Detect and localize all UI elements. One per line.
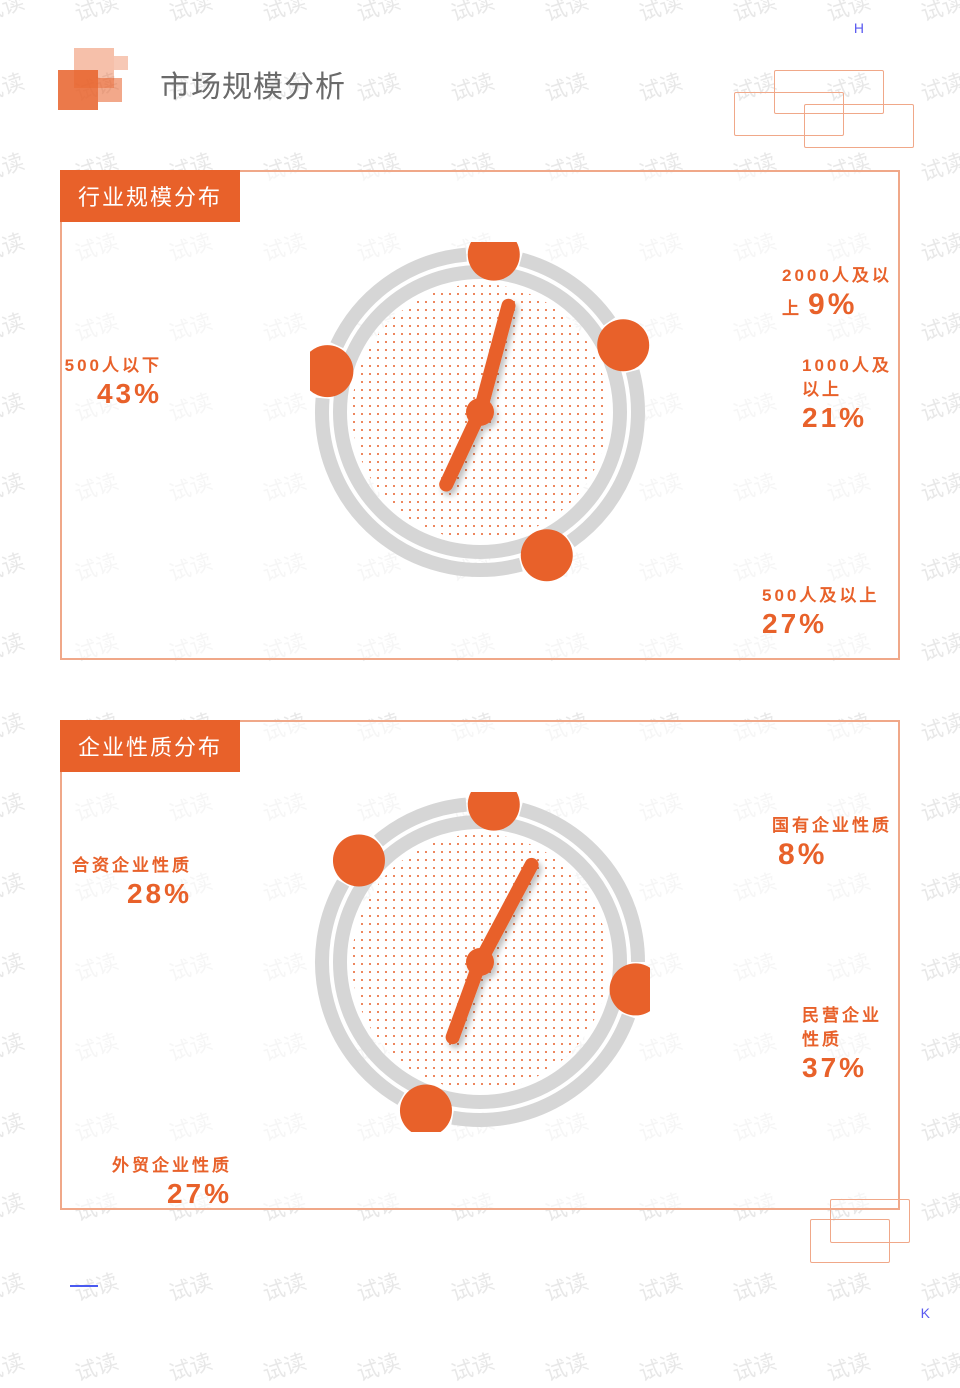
corner-top: H [854, 20, 864, 36]
chart-data-label: 500人以下43 [2, 354, 162, 410]
data-label-percent: 8 [778, 838, 827, 871]
chart-data-label: 民营企业性质37 [802, 1004, 898, 1084]
chart-data-label: 外贸企业性质27 [72, 1154, 232, 1210]
data-label-percent: 37 [802, 1052, 898, 1084]
clock-chart-1 [310, 242, 650, 582]
data-label-percent: 9 [808, 288, 857, 321]
chart-data-label: 2000人及以上9 [782, 264, 898, 322]
clock-chart-2 [310, 792, 650, 1132]
data-label-name: 1000人及以上 [802, 354, 898, 402]
footer-rects-icon [810, 1199, 920, 1269]
chart-data-label: 500人及以上27 [762, 584, 879, 640]
page-title: 市场规模分析 [160, 62, 346, 106]
panel-tab: 行业规模分布 [60, 170, 240, 222]
data-label-name: 合资企业性质 [32, 854, 192, 878]
panel-tab: 企业性质分布 [60, 720, 240, 772]
data-label-percent: 27 [72, 1178, 232, 1210]
data-label-name: 500人以下 [2, 354, 162, 378]
data-label-name: 外贸企业性质 [72, 1154, 232, 1178]
panel-industry-scale: 行业规模分布 2000人及以上91000人及以上21500人及以上27500人以… [60, 170, 900, 660]
data-label-name: 民营企业性质 [802, 1004, 898, 1052]
corner-bottom: K [921, 1305, 930, 1321]
header-rects-icon [734, 70, 914, 150]
header-squares-icon [58, 48, 148, 118]
data-label-name: 500人及以上 [762, 584, 879, 608]
data-label-percent: 28 [32, 878, 192, 910]
chart-data-label: 1000人及以上21 [802, 354, 898, 434]
data-label-percent: 27 [762, 608, 879, 640]
footer-dash-icon [70, 1285, 98, 1287]
panel-company-type: 企业性质分布 国有企业性质8民营企业性质37外贸企业性质27合资企业性质28 [60, 720, 900, 1210]
chart-data-label: 合资企业性质28 [32, 854, 192, 910]
data-label-percent: 43 [2, 378, 162, 410]
data-label-name: 国有企业性质 [772, 816, 892, 835]
chart-data-label: 国有企业性质 8 [772, 814, 898, 872]
data-label-percent: 21 [802, 402, 898, 434]
